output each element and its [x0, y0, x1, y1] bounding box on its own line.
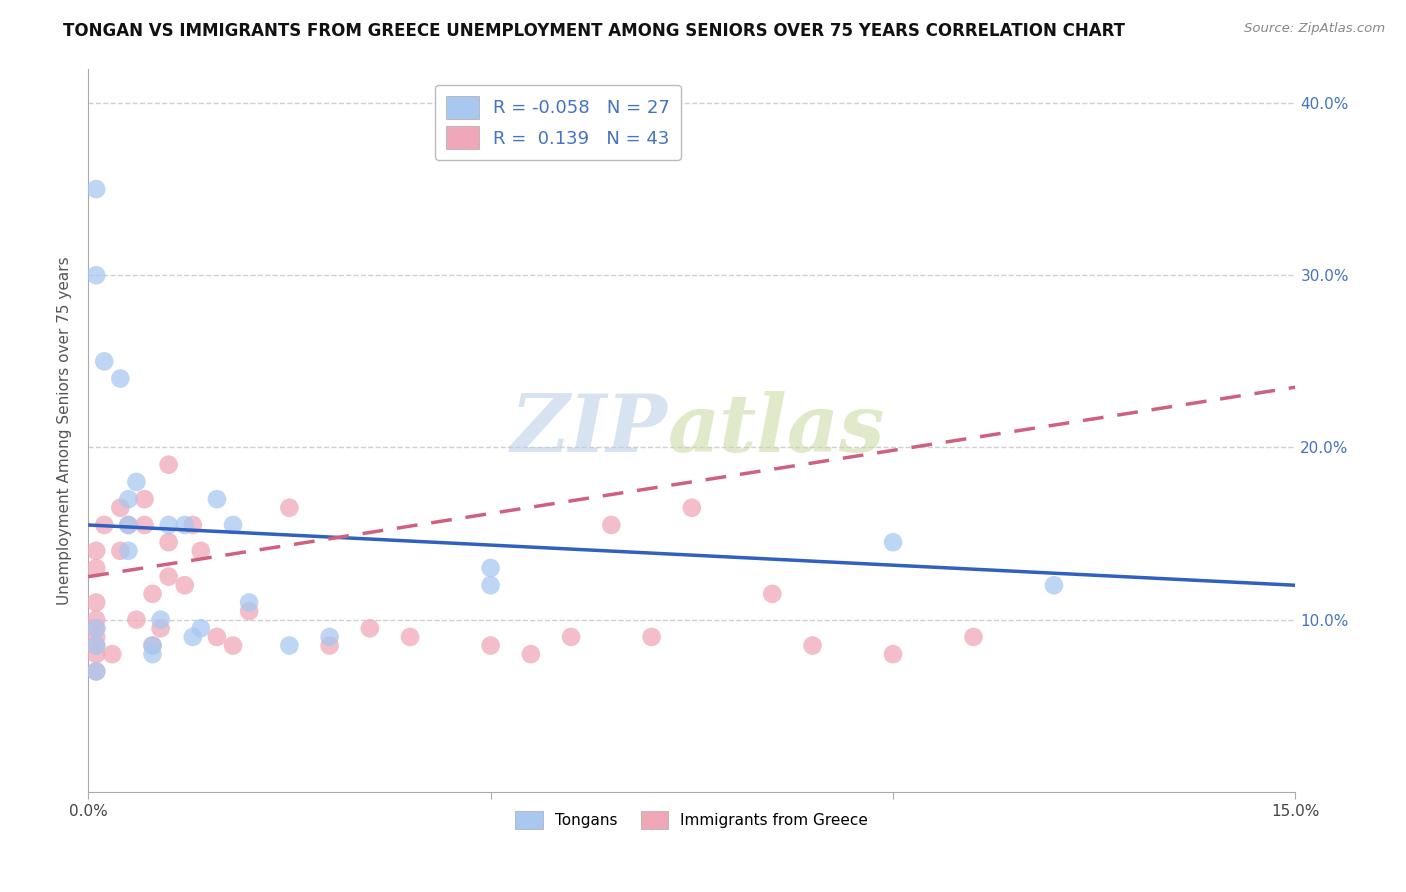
Point	[84, 268, 107, 283]
Point	[117, 518, 139, 533]
Point	[173, 578, 195, 592]
Point	[117, 544, 139, 558]
Point	[479, 578, 502, 592]
Point	[278, 639, 301, 653]
Point	[84, 665, 107, 679]
Point	[399, 630, 422, 644]
Point	[84, 665, 107, 679]
Point	[238, 595, 260, 609]
Point	[222, 639, 245, 653]
Point	[84, 613, 107, 627]
Point	[125, 475, 148, 489]
Point	[141, 647, 163, 661]
Point	[205, 630, 228, 644]
Text: ZIP: ZIP	[510, 392, 668, 469]
Point	[84, 647, 107, 661]
Point	[190, 621, 212, 635]
Point	[110, 544, 132, 558]
Point	[157, 458, 180, 472]
Point	[110, 371, 132, 385]
Point	[93, 518, 115, 533]
Point	[882, 647, 904, 661]
Point	[84, 182, 107, 196]
Point	[84, 595, 107, 609]
Point	[125, 613, 148, 627]
Point	[134, 518, 156, 533]
Point	[84, 630, 107, 644]
Point	[110, 500, 132, 515]
Point	[181, 630, 204, 644]
Point	[640, 630, 662, 644]
Text: atlas: atlas	[668, 392, 884, 469]
Point	[761, 587, 783, 601]
Point	[479, 639, 502, 653]
Point	[190, 544, 212, 558]
Point	[93, 354, 115, 368]
Point	[520, 647, 543, 661]
Point	[134, 492, 156, 507]
Point	[600, 518, 623, 533]
Point	[238, 604, 260, 618]
Point	[801, 639, 824, 653]
Point	[359, 621, 381, 635]
Point	[205, 492, 228, 507]
Point	[962, 630, 984, 644]
Point	[479, 561, 502, 575]
Point	[84, 544, 107, 558]
Point	[141, 587, 163, 601]
Point	[84, 621, 107, 635]
Point	[882, 535, 904, 549]
Point	[157, 535, 180, 549]
Point	[84, 639, 107, 653]
Point	[681, 500, 703, 515]
Point	[149, 613, 172, 627]
Point	[84, 621, 107, 635]
Point	[117, 492, 139, 507]
Point	[149, 621, 172, 635]
Point	[157, 569, 180, 583]
Point	[157, 518, 180, 533]
Text: TONGAN VS IMMIGRANTS FROM GREECE UNEMPLOYMENT AMONG SENIORS OVER 75 YEARS CORREL: TONGAN VS IMMIGRANTS FROM GREECE UNEMPLO…	[63, 22, 1125, 40]
Point	[560, 630, 582, 644]
Point	[101, 647, 124, 661]
Point	[84, 561, 107, 575]
Point	[278, 500, 301, 515]
Point	[181, 518, 204, 533]
Legend: Tongans, Immigrants from Greece: Tongans, Immigrants from Greece	[509, 805, 875, 835]
Text: Source: ZipAtlas.com: Source: ZipAtlas.com	[1244, 22, 1385, 36]
Point	[318, 639, 340, 653]
Point	[84, 639, 107, 653]
Point	[141, 639, 163, 653]
Point	[1043, 578, 1066, 592]
Y-axis label: Unemployment Among Seniors over 75 years: Unemployment Among Seniors over 75 years	[58, 256, 72, 605]
Point	[173, 518, 195, 533]
Point	[141, 639, 163, 653]
Point	[117, 518, 139, 533]
Point	[318, 630, 340, 644]
Point	[222, 518, 245, 533]
